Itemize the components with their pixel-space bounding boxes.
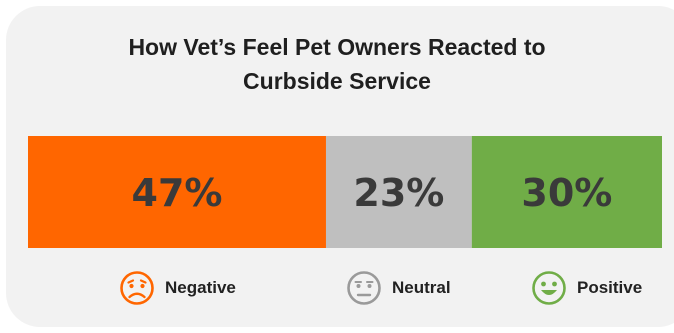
bar-segment-positive [471,136,662,248]
bar-segment-negative [28,136,326,248]
data-label-neutral: 23% [353,171,444,215]
legend-item-positive: Positive [531,268,642,308]
legend-item-negative: Negative [119,268,236,308]
stacked-bar: 47% 23% 30% [28,136,662,248]
neutral-face-icon [347,271,381,305]
worried-face-icon [120,271,154,305]
data-label-positive: 30% [521,171,612,215]
data-label-negative: 47% [132,171,223,215]
chart-title-line-2: Curbside Service [243,68,431,94]
legend-label-neutral: Neutral [392,278,451,297]
legend-item-neutral: Neutral [346,268,451,308]
bar-segment-neutral [325,136,472,248]
legend-label-negative: Negative [165,278,236,297]
smiling-face-icon [532,271,566,305]
legend-label-positive: Positive [577,278,643,297]
chart-title-line-1: How Vet’s Feel Pet Owners Reacted to [128,34,546,60]
chart-title: How Vet’s Feel Pet Owners Reacted to Cur… [0,30,674,98]
